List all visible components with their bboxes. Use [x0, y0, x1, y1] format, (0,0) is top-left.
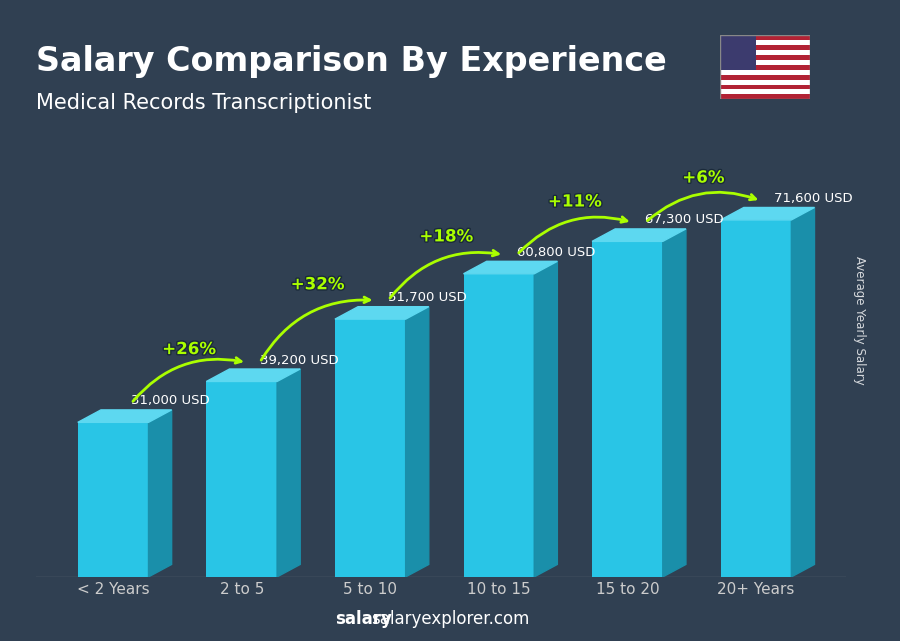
- Polygon shape: [277, 369, 301, 577]
- Polygon shape: [206, 369, 301, 381]
- Bar: [720, 94, 810, 99]
- Bar: [335, 319, 406, 577]
- Bar: [720, 75, 810, 79]
- Bar: [720, 65, 810, 70]
- Bar: [720, 45, 810, 50]
- Bar: [720, 60, 810, 65]
- Bar: [592, 242, 662, 577]
- Polygon shape: [148, 410, 172, 577]
- Bar: [720, 40, 810, 45]
- Polygon shape: [406, 306, 428, 577]
- Text: 67,300 USD: 67,300 USD: [645, 213, 724, 226]
- Bar: [721, 220, 791, 577]
- Polygon shape: [791, 208, 814, 577]
- Text: Average Yearly Salary: Average Yearly Salary: [853, 256, 866, 385]
- Bar: [720, 35, 810, 40]
- Text: salary: salary: [335, 610, 392, 628]
- Text: 60,800 USD: 60,800 USD: [517, 246, 595, 259]
- Bar: [720, 70, 810, 75]
- Bar: [720, 50, 810, 55]
- Bar: [464, 274, 535, 577]
- Polygon shape: [77, 410, 172, 422]
- Bar: [720, 35, 756, 70]
- Text: +11%: +11%: [548, 192, 601, 210]
- Text: +26%: +26%: [162, 340, 216, 358]
- Polygon shape: [721, 208, 815, 220]
- Text: 71,600 USD: 71,600 USD: [774, 192, 852, 205]
- Text: Medical Records Transcriptionist: Medical Records Transcriptionist: [36, 93, 372, 113]
- Polygon shape: [592, 229, 686, 242]
- Bar: [206, 381, 277, 577]
- Polygon shape: [464, 262, 557, 274]
- Text: Salary Comparison By Experience: Salary Comparison By Experience: [36, 45, 667, 78]
- Polygon shape: [662, 229, 686, 577]
- Text: +6%: +6%: [682, 169, 725, 187]
- Text: salaryexplorer.com: salaryexplorer.com: [371, 610, 529, 628]
- Bar: [720, 55, 810, 60]
- Bar: [720, 85, 810, 90]
- Text: 31,000 USD: 31,000 USD: [131, 394, 210, 408]
- Polygon shape: [335, 306, 428, 319]
- Text: 51,700 USD: 51,700 USD: [388, 291, 467, 304]
- Text: 39,200 USD: 39,200 USD: [260, 353, 338, 367]
- Text: +32%: +32%: [291, 275, 345, 293]
- Bar: [720, 79, 810, 85]
- Text: +18%: +18%: [419, 228, 472, 246]
- Bar: [720, 90, 810, 94]
- Polygon shape: [535, 262, 557, 577]
- Bar: [77, 422, 148, 577]
